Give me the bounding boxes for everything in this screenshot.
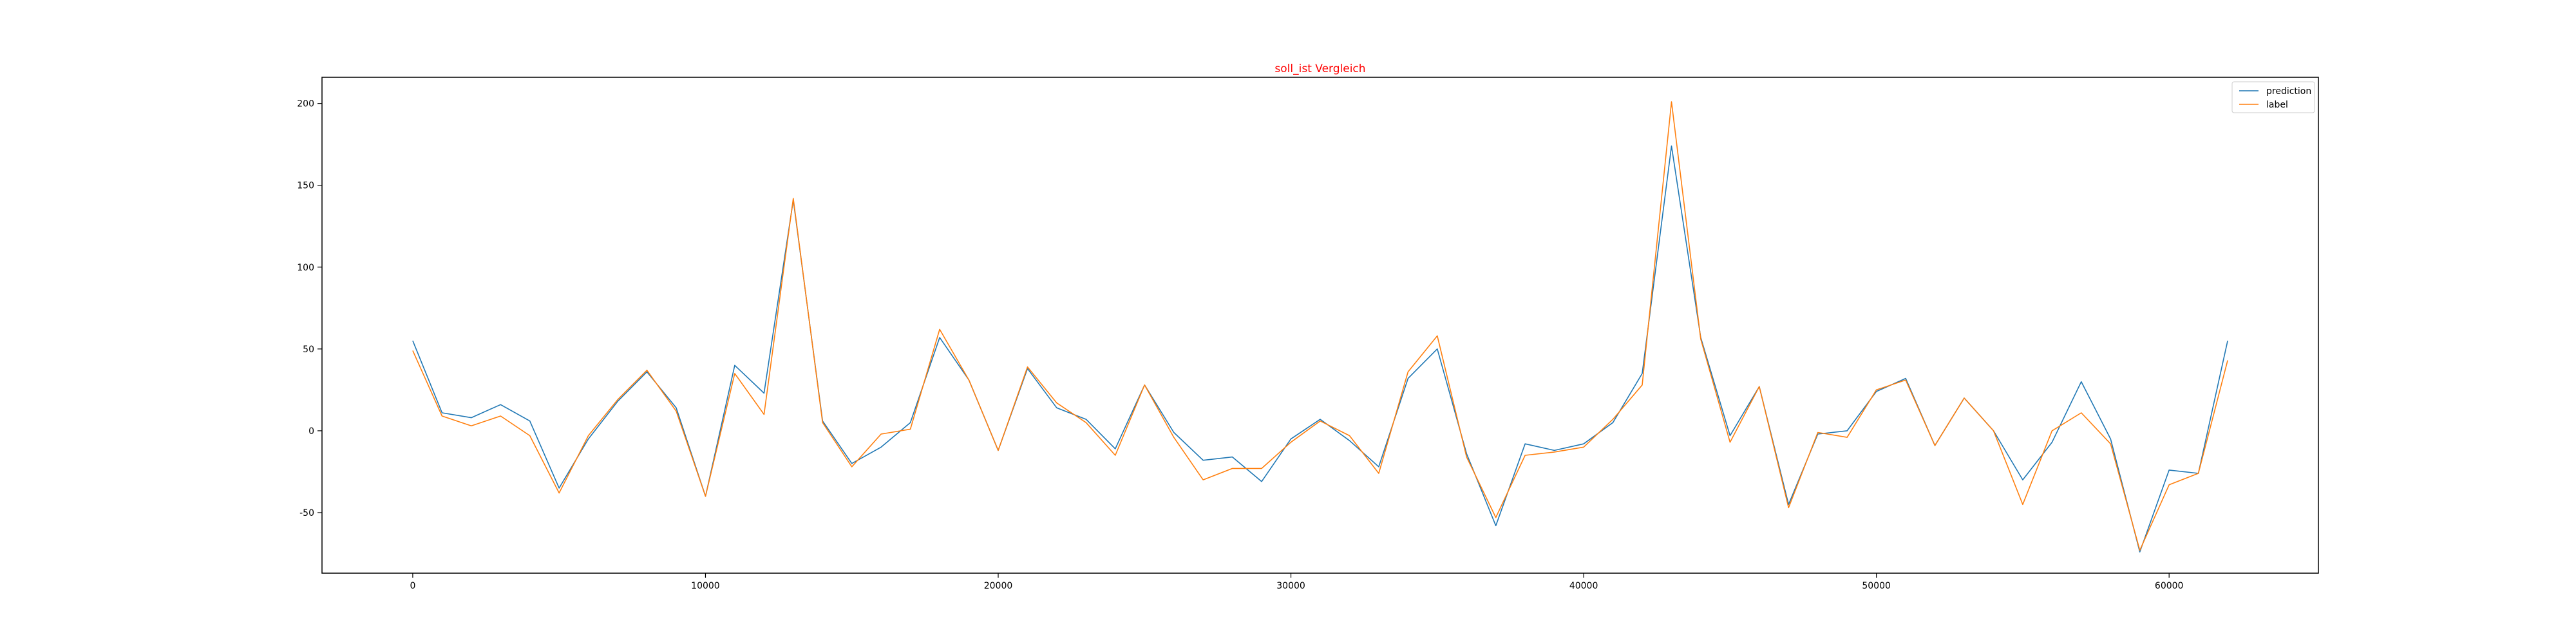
x-axis: 0 10000 20000 30000 40000 50000 60000: [410, 573, 2183, 591]
series-line-label: [412, 101, 2228, 551]
x-tick-label: 10000: [691, 581, 720, 591]
x-tick-label: 30000: [1276, 581, 1305, 591]
x-tick-label: 60000: [2155, 581, 2184, 591]
x-tick-label: 40000: [1569, 581, 1598, 591]
y-tick-label: 200: [297, 99, 314, 109]
chart-title: soll_ist Vergleich: [1274, 62, 1365, 75]
y-axis: -50 0 50 100 150 200: [297, 99, 322, 518]
legend-label-label: label: [2266, 100, 2288, 110]
x-tick-label: 0: [410, 581, 415, 591]
x-tick-label: 50000: [1862, 581, 1891, 591]
legend-label-prediction: prediction: [2266, 86, 2311, 97]
plot-frame: [321, 77, 2319, 574]
y-tick-label: -50: [299, 508, 314, 518]
y-tick-label: 150: [297, 181, 314, 191]
y-tick-label: 50: [303, 345, 314, 355]
legend: prediction label: [2231, 81, 2315, 113]
y-tick-label: 0: [308, 426, 314, 437]
y-tick-label: 100: [297, 263, 314, 273]
plot-area: [412, 101, 2228, 553]
legend-box: [2231, 81, 2315, 113]
x-tick-label: 20000: [984, 581, 1013, 591]
